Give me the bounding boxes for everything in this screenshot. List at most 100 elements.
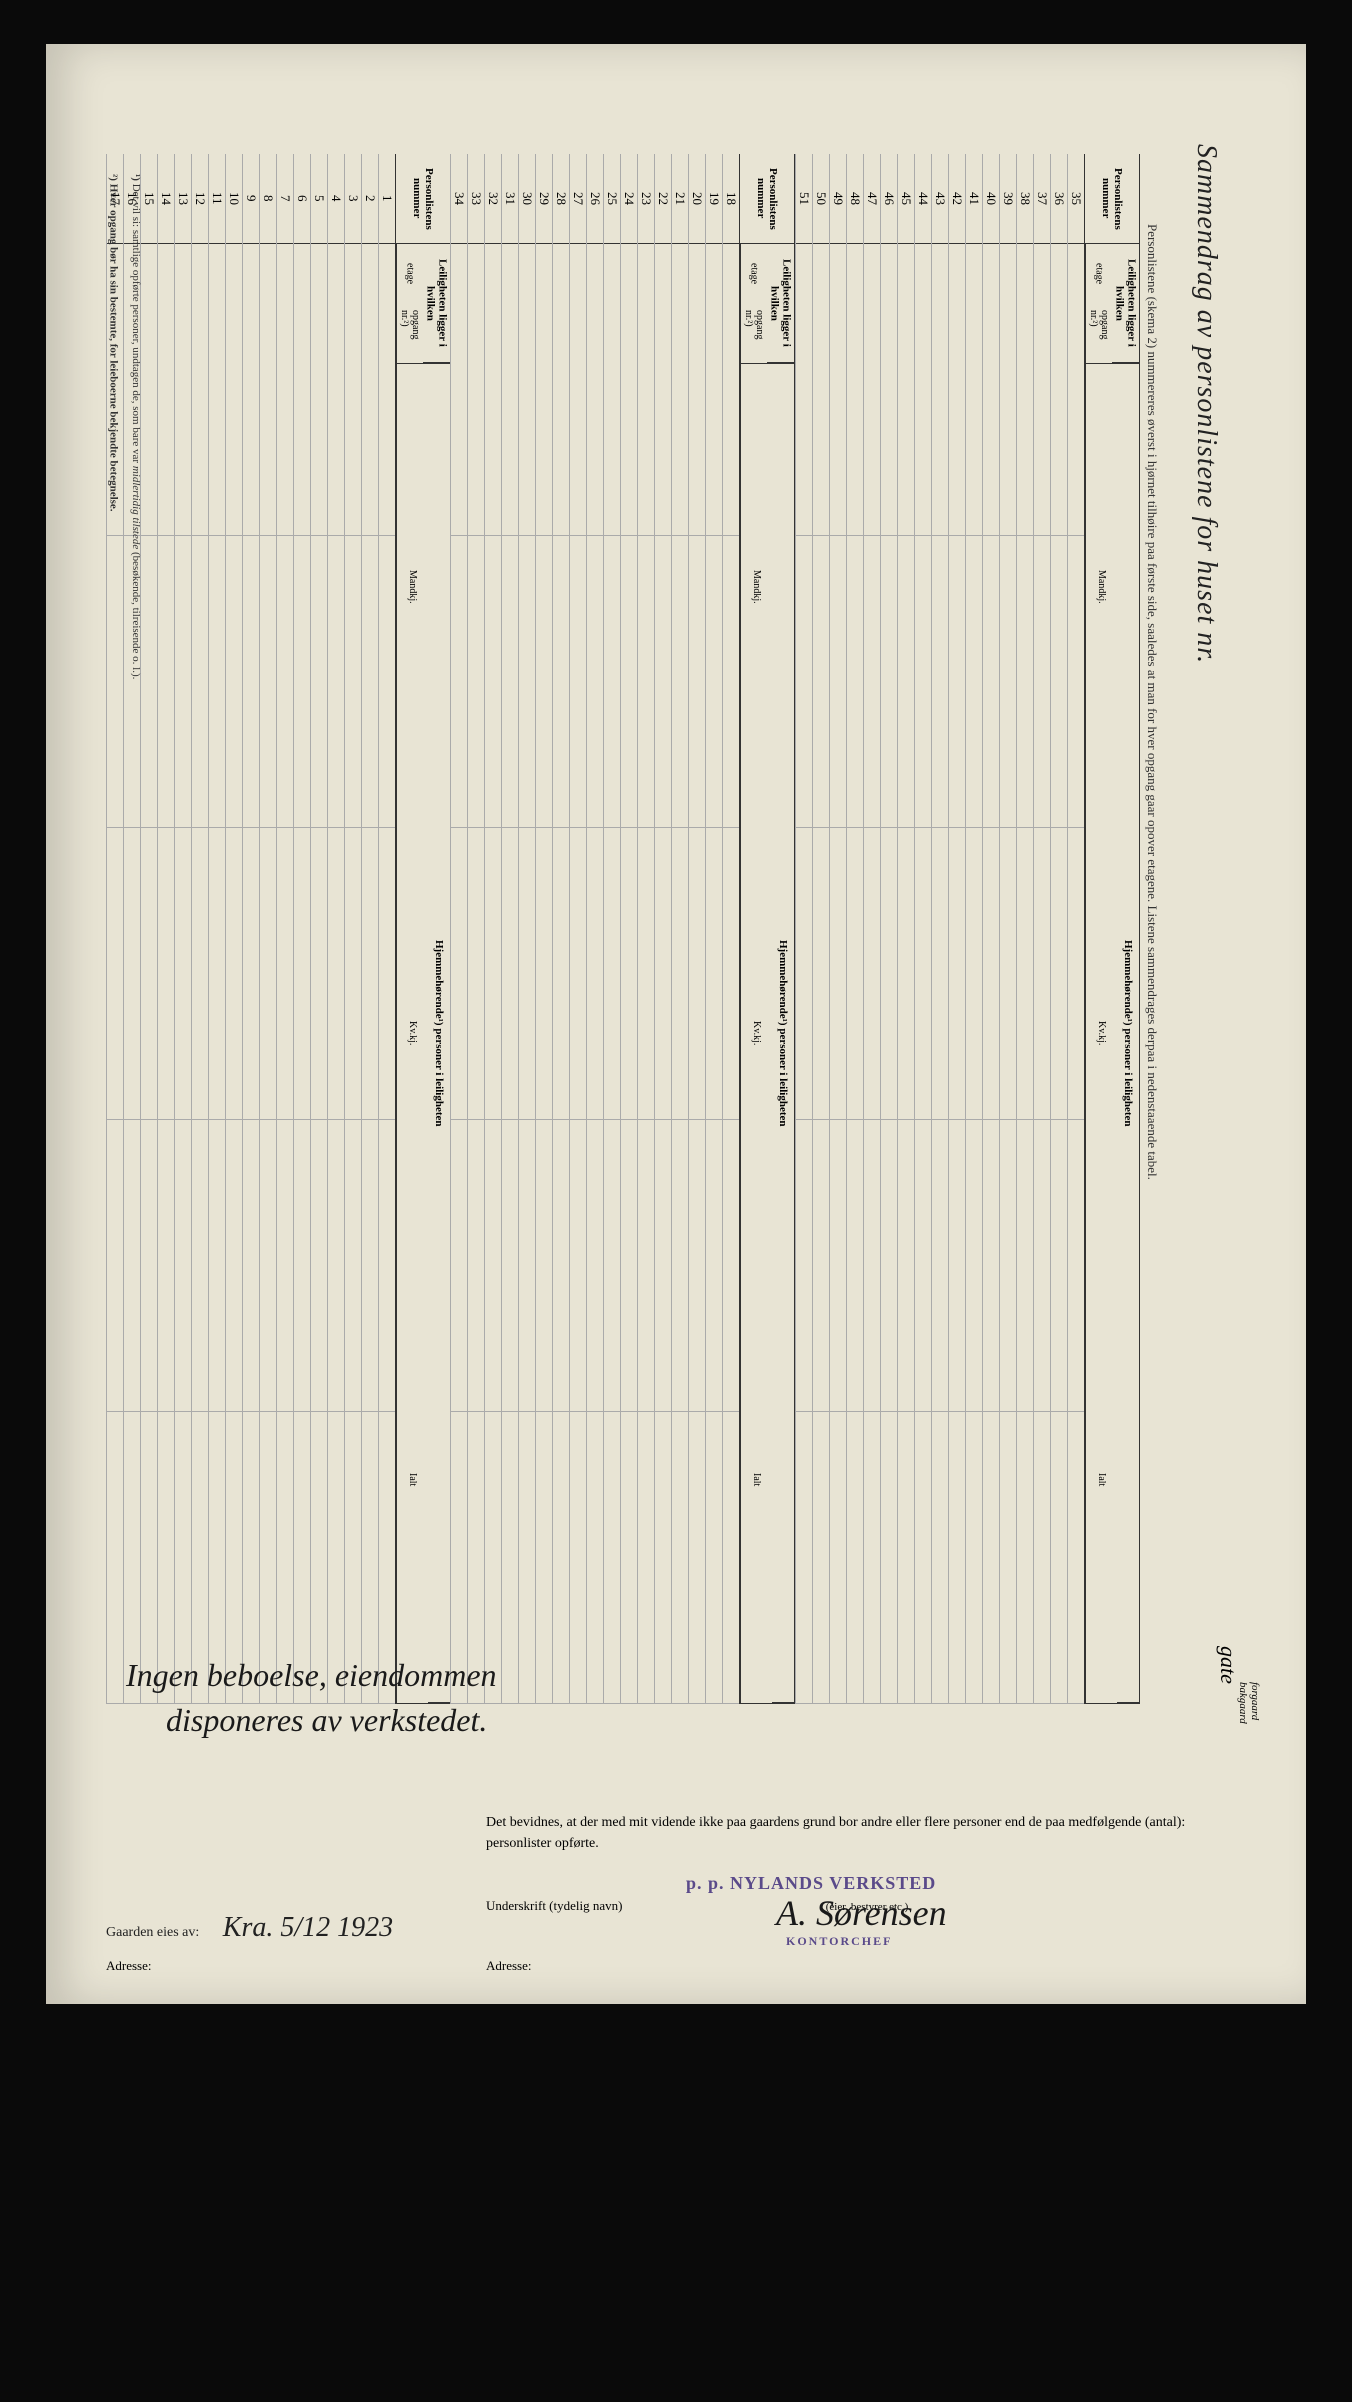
table-row: 6 bbox=[293, 154, 310, 1704]
table-row: 28 bbox=[552, 154, 569, 1704]
header-personlistens: Personlistens nummer bbox=[1085, 154, 1139, 244]
table-row: 45 bbox=[897, 154, 914, 1704]
table-row: 30 bbox=[518, 154, 535, 1704]
table-row: 9 bbox=[242, 154, 259, 1704]
table-row: 26 bbox=[586, 154, 603, 1704]
table-row: 49 bbox=[829, 154, 846, 1704]
main-table: Personlistens nummer Leiligheten ligger … bbox=[106, 154, 1106, 1704]
row-number: 32 bbox=[485, 154, 501, 244]
row-number: 44 bbox=[915, 154, 931, 244]
table-row: 2 bbox=[361, 154, 378, 1704]
title-stamp: KONTORCHEF bbox=[786, 1934, 892, 1949]
row-number: 47 bbox=[864, 154, 880, 244]
sub-mandkj: Mandkj. bbox=[1085, 364, 1117, 810]
document-page: Sammendrag av personlistene for huset nr… bbox=[46, 44, 1306, 2004]
row-number: 13 bbox=[175, 154, 191, 244]
title-band: Sammendrag av personlistene for huset nr… bbox=[1166, 144, 1246, 1804]
table-row: 43 bbox=[931, 154, 948, 1704]
table-row: 27 bbox=[569, 154, 586, 1704]
gaarden-label: Gaarden eies av: Kra. 5/12 1923 bbox=[106, 1912, 1246, 1944]
row-number: 34 bbox=[451, 154, 467, 244]
row-number: 51 bbox=[796, 154, 812, 244]
sub-etage: etage bbox=[1085, 244, 1112, 304]
row-number: 21 bbox=[672, 154, 688, 244]
table-row: 1 bbox=[378, 154, 395, 1704]
sub-kvkj: Kv.kj. bbox=[1085, 810, 1117, 1256]
row-number: 49 bbox=[830, 154, 846, 244]
handwritten-date: Kra. 5/12 1923 bbox=[223, 1912, 393, 1944]
row-number: 27 bbox=[570, 154, 586, 244]
table-row: 38 bbox=[1016, 154, 1033, 1704]
table-row: 47 bbox=[863, 154, 880, 1704]
table-row: 5 bbox=[310, 154, 327, 1704]
row-number: 37 bbox=[1034, 154, 1050, 244]
table-row: 37 bbox=[1033, 154, 1050, 1704]
adresse-right: Adresse: bbox=[486, 1958, 532, 1974]
table-row: 50 bbox=[812, 154, 829, 1704]
row-number: 23 bbox=[638, 154, 654, 244]
sub-etage: etage bbox=[740, 244, 767, 304]
table-row: 10 bbox=[225, 154, 242, 1704]
row-number: 28 bbox=[553, 154, 569, 244]
row-number: 18 bbox=[723, 154, 739, 244]
gate-label: gate bbox=[1215, 1646, 1241, 1684]
sub-opgang: opgang nr.²) bbox=[1085, 304, 1112, 364]
row-number: 46 bbox=[881, 154, 897, 244]
row-number: 25 bbox=[604, 154, 620, 244]
row-number: 7 bbox=[277, 154, 293, 244]
row-number: 40 bbox=[983, 154, 999, 244]
row-number: 43 bbox=[932, 154, 948, 244]
row-number: 36 bbox=[1051, 154, 1067, 244]
row-number: 35 bbox=[1068, 154, 1084, 244]
sub-ialt: Ialt bbox=[396, 1257, 428, 1703]
table-row: 34 bbox=[450, 154, 467, 1704]
row-number: 38 bbox=[1017, 154, 1033, 244]
table-row: 7 bbox=[276, 154, 293, 1704]
table-row: 8 bbox=[259, 154, 276, 1704]
row-number: 2 bbox=[362, 154, 378, 244]
handwritten-note-2: disponeres av verkstedet. bbox=[166, 1702, 487, 1739]
table-row: 25 bbox=[603, 154, 620, 1704]
row-number: 41 bbox=[966, 154, 982, 244]
table-row: 11 bbox=[208, 154, 225, 1704]
company-stamp: p. p. NYLANDS VERKSTED bbox=[686, 1873, 936, 1894]
footnote-1: ¹) Det vil si: samtlige opførte personer… bbox=[129, 174, 143, 679]
sub-opgang: opgang nr.²) bbox=[396, 304, 423, 364]
table-row: 31 bbox=[501, 154, 518, 1704]
table-block: Personlistens nummer Leiligheten ligger … bbox=[795, 154, 1140, 1704]
table-row: 33 bbox=[467, 154, 484, 1704]
table-row: 40 bbox=[982, 154, 999, 1704]
table-row: 41 bbox=[965, 154, 982, 1704]
table-row: 39 bbox=[999, 154, 1016, 1704]
sub-ialt: Ialt bbox=[1085, 1257, 1117, 1703]
row-number: 31 bbox=[502, 154, 518, 244]
table-row: 21 bbox=[671, 154, 688, 1704]
row-number: 22 bbox=[655, 154, 671, 244]
row-number: 48 bbox=[847, 154, 863, 244]
table-row: 19 bbox=[705, 154, 722, 1704]
header-personlistens: Personlistens nummer bbox=[740, 154, 794, 244]
sub-mandkj: Mandkj. bbox=[396, 364, 428, 810]
row-number: 20 bbox=[689, 154, 705, 244]
table-row: 18 bbox=[722, 154, 739, 1704]
sub-etage: etage bbox=[396, 244, 423, 304]
table-row: 3 bbox=[344, 154, 361, 1704]
table-block: Personlistens nummer Leiligheten ligger … bbox=[106, 154, 450, 1704]
row-number: 29 bbox=[536, 154, 552, 244]
row-number: 1 bbox=[379, 154, 395, 244]
table-row: 4 bbox=[327, 154, 344, 1704]
table-row: 35 bbox=[1067, 154, 1084, 1704]
row-number: 12 bbox=[192, 154, 208, 244]
table-row: 48 bbox=[846, 154, 863, 1704]
header-hjemme: Hjemmehørende¹) personer i leiligheten bbox=[428, 364, 450, 1703]
table-row: 13 bbox=[174, 154, 191, 1704]
row-number: 33 bbox=[468, 154, 484, 244]
signature: A. Sørensen bbox=[776, 1892, 947, 1934]
row-number: 42 bbox=[949, 154, 965, 244]
row-number: 30 bbox=[519, 154, 535, 244]
table-row: 46 bbox=[880, 154, 897, 1704]
sub-mandkj: Mandkj. bbox=[740, 364, 772, 810]
row-number: 14 bbox=[158, 154, 174, 244]
sub-opgang: opgang nr.²) bbox=[740, 304, 767, 364]
sub-kvkj: Kv.kj. bbox=[396, 810, 428, 1256]
